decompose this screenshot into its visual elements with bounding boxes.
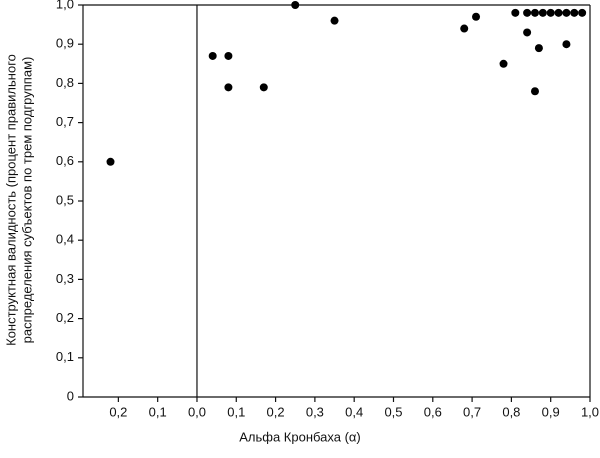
point [511,8,520,17]
point [523,8,532,17]
point [538,8,547,17]
y-tick-label: 1,0 [56,0,74,11]
x-tick-label: 0,9 [542,404,560,419]
y-tick-label: 0,9 [56,36,74,51]
point [530,87,539,96]
point [106,157,115,166]
y-axis-label-line: Конструктная валидность (процент правиль… [3,54,18,346]
point [291,1,300,9]
point [523,28,532,37]
y-tick-label: 0,2 [56,310,74,325]
point [224,83,233,92]
x-tick-label: 0,3 [306,404,324,419]
y-axis-label: Конструктная валидность (процент правиль… [3,54,34,346]
point [554,8,563,17]
x-tick-label: 0,5 [384,404,402,419]
point [546,8,555,17]
y-axis-label-line: распределения субъектов по трем подгрупп… [19,57,34,344]
point [208,51,217,60]
point [562,8,571,17]
x-tick-label: 0,7 [463,404,481,419]
y-tick-label: 0,6 [56,153,74,168]
point [530,8,539,17]
y-tick-label: 0,1 [56,349,74,364]
x-tick-label: 0,8 [502,404,520,419]
x-tick-label: 1,0 [581,404,599,419]
x-tick-label: 0,1 [227,404,245,419]
point [330,16,339,25]
point [534,44,543,53]
point [460,24,469,33]
y-tick-label: 0,8 [56,75,74,90]
point [259,83,268,92]
y-tick-label: 0 [67,388,74,403]
x-axis-label: Альфа Кронбаха (α) [239,429,361,444]
point [562,40,571,49]
point [224,51,233,60]
x-tick-label: 0,2 [109,404,127,419]
x-tick-label: 0,2 [267,404,285,419]
x-tick-label: 0,1 [149,404,167,419]
point [472,12,481,21]
x-tick-label: 0,4 [345,404,363,419]
point [578,8,587,17]
point [499,59,508,68]
x-tick-label: 0,6 [424,404,442,419]
y-tick-label: 0,4 [56,232,74,247]
y-tick-label: 0,3 [56,271,74,286]
y-tick-label: 0,5 [56,192,74,207]
y-tick-label: 0,7 [56,114,74,129]
point [570,8,579,17]
x-tick-label: 0,0 [188,404,206,419]
